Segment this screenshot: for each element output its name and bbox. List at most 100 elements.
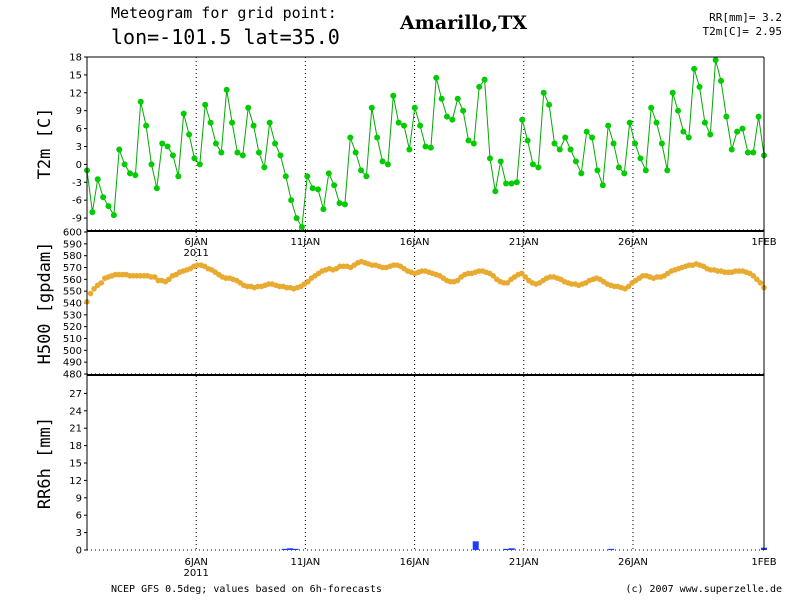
temperature-point: [701, 119, 708, 126]
temperature-point: [298, 224, 305, 231]
y-tick-label: 9: [76, 493, 82, 504]
h500-point: [166, 276, 172, 283]
temperature-point: [234, 149, 241, 156]
temperature-point: [696, 83, 703, 90]
temperature-point: [288, 197, 295, 204]
temperature-point: [282, 173, 289, 180]
temperature-point: [476, 83, 483, 90]
temperature-point: [207, 119, 214, 126]
grid-point-coordinates: lon=-101.5 lat=35.0: [111, 25, 340, 49]
y-axis-title: RR6h [mm]: [35, 417, 55, 509]
y-tick-label: 9: [76, 106, 82, 117]
temperature-point: [626, 119, 633, 126]
temperature-point: [728, 146, 735, 153]
precipitation-bar: [472, 541, 479, 550]
y-tick-label: 6: [76, 124, 82, 135]
temperature-point: [427, 144, 434, 151]
y-tick-label: 21: [69, 424, 82, 435]
temperature-point: [110, 212, 117, 219]
temperature-point: [320, 206, 327, 213]
temperature-point: [175, 173, 182, 180]
temperature-point: [497, 158, 504, 165]
temperature-point: [143, 122, 150, 129]
temperature-point: [153, 185, 160, 192]
temperature-point: [186, 131, 193, 138]
rain-summary: RR[mm]= 3.2: [709, 11, 782, 24]
temperature-point: [239, 152, 246, 159]
temperature-point: [164, 143, 171, 150]
temperature-point: [546, 101, 553, 108]
temperature-point: [632, 140, 639, 147]
temperature-point: [148, 161, 155, 168]
temperature-point: [449, 116, 456, 123]
h500-point: [490, 272, 497, 279]
y-tick-label: 500: [63, 346, 82, 357]
temperature-point: [508, 180, 515, 187]
temperature-point: [390, 92, 397, 99]
temperature-point: [589, 134, 596, 141]
h500-point: [625, 283, 632, 290]
y-tick-label: -3: [72, 178, 82, 189]
h500-point: [522, 274, 529, 280]
h500-point: [750, 272, 757, 279]
y-tick-label: -6: [72, 196, 82, 207]
x-tick-label: 6JAN: [184, 557, 207, 568]
temperature-point: [524, 137, 531, 144]
y-tick-label: 3: [76, 142, 82, 153]
temperature-point: [685, 134, 692, 141]
meteogram-title: Meteogram for grid point:: [111, 4, 337, 22]
temperature-point: [567, 146, 574, 153]
temperature-point: [100, 194, 107, 201]
temperature-point: [309, 185, 316, 192]
temperature-point: [341, 201, 348, 208]
y-tick-label: 12: [69, 88, 82, 99]
y-tick-label: 3: [76, 528, 82, 539]
temperature-point: [610, 140, 617, 147]
temperature-point: [196, 161, 203, 168]
x-tick-label: 21JAN: [509, 557, 539, 568]
temperature-point: [245, 104, 252, 111]
temperature-point: [658, 140, 665, 147]
y-tick-label: 580: [63, 251, 82, 262]
temperature-point: [336, 200, 343, 207]
x-tick-label: 11JAN: [290, 557, 320, 568]
y-tick-label: 12: [69, 476, 82, 487]
temperature-point: [465, 137, 472, 144]
temperature-point: [384, 161, 391, 168]
temperature-point: [653, 119, 660, 126]
temperature-point: [422, 143, 429, 150]
y-tick-label: 520: [63, 322, 82, 333]
x-tick-label: 1FEB: [751, 237, 776, 248]
temperature-point: [513, 179, 520, 186]
temperature-point: [255, 149, 262, 156]
copyright-note: (c) 2007 www.superzelle.de: [625, 584, 782, 595]
x-tick-label: 16JAN: [400, 237, 430, 248]
precipitation-bar: [608, 548, 615, 550]
temperature-point: [562, 134, 569, 141]
temperature-point: [470, 140, 477, 147]
temperature-point: [637, 155, 644, 162]
temperature-point: [368, 104, 375, 111]
temperature-point: [454, 95, 461, 102]
x-tick-label: 11JAN: [290, 237, 320, 248]
temperature-point: [556, 146, 563, 153]
h500-point: [87, 290, 94, 297]
x-tick-year: 2011: [183, 248, 208, 259]
x-tick-label: 1FEB: [751, 557, 776, 568]
h500-point: [454, 277, 461, 284]
temperature-point: [379, 158, 386, 165]
x-tick-label: 26JAN: [618, 237, 648, 248]
data-source-note: NCEP GFS 0.5deg; values based on 6h-fore…: [111, 584, 382, 595]
precipitation-bar: [292, 548, 299, 550]
temperature-point: [325, 170, 332, 177]
temperature-point: [578, 170, 585, 177]
temperature-point: [202, 101, 209, 108]
precipitation-bar: [508, 548, 515, 550]
temperature-point: [529, 161, 536, 168]
temperature-point: [293, 215, 300, 222]
x-tick-label: 26JAN: [618, 557, 648, 568]
h500-point: [91, 286, 97, 292]
temperature-point: [755, 113, 762, 120]
temperature-point: [411, 104, 418, 111]
temperature-point: [304, 173, 311, 180]
